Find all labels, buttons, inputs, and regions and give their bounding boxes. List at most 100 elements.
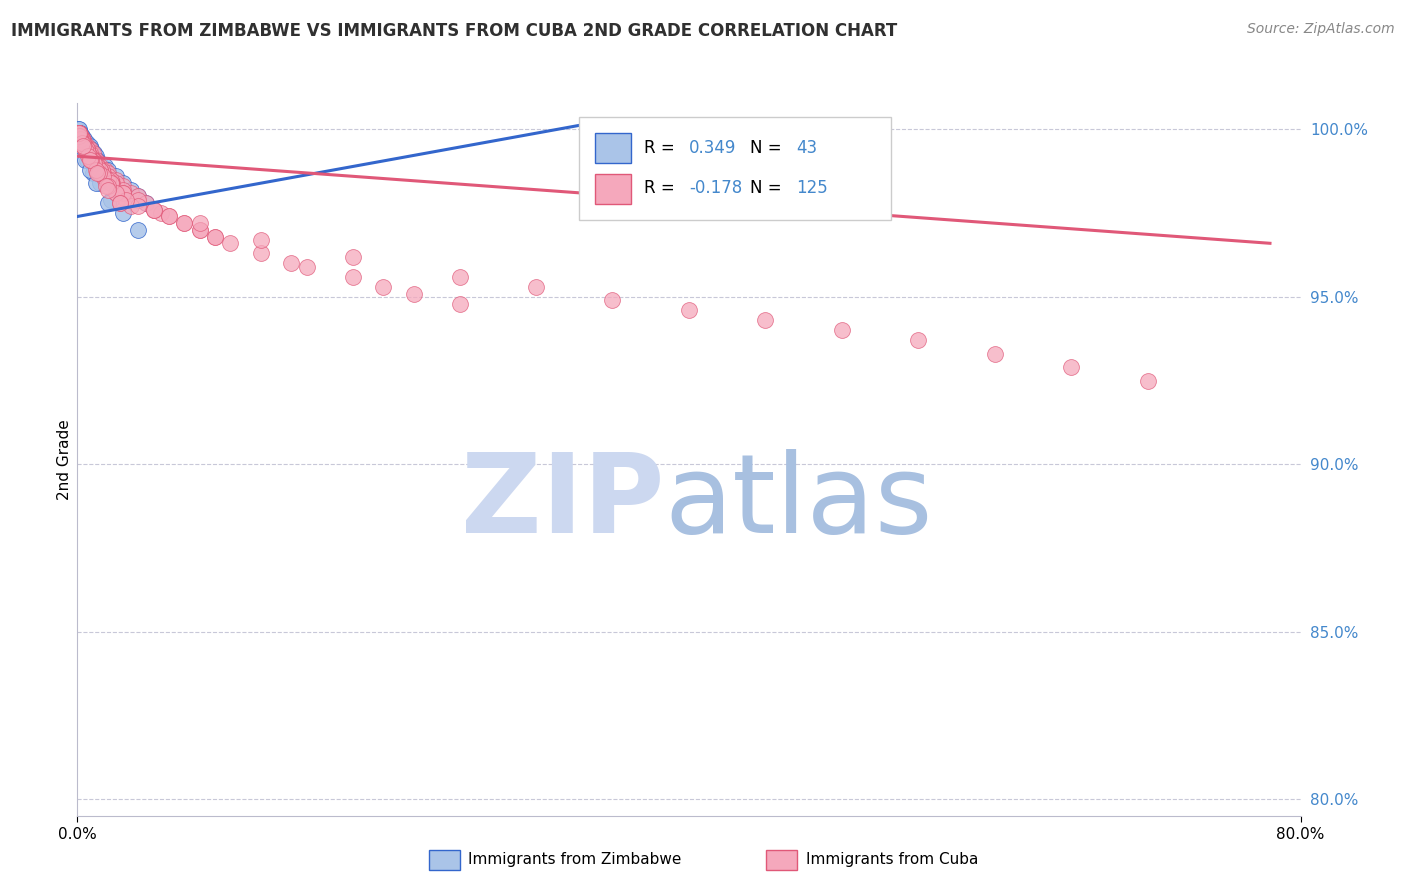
FancyBboxPatch shape bbox=[595, 133, 631, 163]
Point bbox=[219, 236, 242, 251]
Point bbox=[82, 145, 104, 160]
Point bbox=[82, 153, 104, 167]
Point bbox=[69, 129, 91, 144]
Point bbox=[104, 176, 127, 190]
Point bbox=[67, 129, 90, 144]
Point bbox=[84, 162, 107, 177]
Point bbox=[69, 129, 91, 144]
Point bbox=[86, 153, 108, 167]
Point bbox=[80, 145, 103, 160]
Point bbox=[602, 293, 624, 308]
Point bbox=[67, 126, 90, 140]
Text: R =: R = bbox=[644, 138, 679, 156]
Point bbox=[108, 196, 131, 211]
Point bbox=[142, 202, 165, 217]
Point bbox=[73, 136, 96, 150]
Point bbox=[754, 313, 776, 327]
Point bbox=[79, 139, 101, 153]
FancyBboxPatch shape bbox=[595, 174, 631, 204]
Point bbox=[72, 139, 94, 153]
Point bbox=[97, 183, 120, 197]
Point bbox=[73, 136, 96, 150]
Point bbox=[69, 139, 91, 153]
Point bbox=[831, 323, 853, 337]
Point bbox=[72, 139, 94, 153]
Point bbox=[69, 129, 91, 144]
Point bbox=[80, 153, 103, 167]
Point bbox=[84, 153, 107, 167]
Point bbox=[83, 153, 105, 167]
Point bbox=[69, 129, 91, 144]
Point bbox=[69, 132, 91, 146]
Y-axis label: 2nd Grade: 2nd Grade bbox=[56, 419, 72, 500]
Point bbox=[76, 153, 98, 167]
Text: 0.349: 0.349 bbox=[689, 138, 737, 156]
Point bbox=[72, 136, 94, 150]
Point bbox=[70, 132, 93, 146]
Point bbox=[84, 156, 107, 170]
Point bbox=[91, 166, 114, 180]
Text: N =: N = bbox=[751, 138, 787, 156]
FancyBboxPatch shape bbox=[579, 117, 891, 220]
Point bbox=[250, 246, 273, 260]
Point bbox=[1060, 360, 1083, 375]
Point bbox=[79, 153, 101, 167]
Point bbox=[73, 143, 96, 157]
Point bbox=[67, 129, 90, 144]
Point bbox=[101, 176, 124, 190]
Point bbox=[73, 139, 96, 153]
Point bbox=[82, 166, 104, 180]
Point bbox=[188, 216, 211, 230]
Point bbox=[87, 166, 110, 180]
Point bbox=[86, 162, 108, 177]
Point bbox=[76, 145, 98, 160]
Point bbox=[67, 122, 90, 136]
Point bbox=[79, 149, 101, 163]
Point bbox=[76, 136, 98, 150]
Point bbox=[69, 129, 91, 144]
Point bbox=[89, 162, 111, 177]
Point bbox=[371, 280, 394, 294]
Point bbox=[90, 162, 112, 177]
Point bbox=[94, 172, 117, 186]
Point bbox=[83, 145, 105, 160]
Point bbox=[67, 126, 90, 140]
Point bbox=[67, 132, 90, 146]
Point bbox=[104, 186, 127, 200]
Point bbox=[73, 139, 96, 153]
Point bbox=[69, 132, 91, 146]
Point bbox=[280, 256, 302, 270]
Point bbox=[82, 153, 104, 167]
Point bbox=[69, 129, 91, 144]
Point bbox=[89, 176, 111, 190]
Point bbox=[77, 145, 100, 160]
Point bbox=[449, 296, 471, 310]
Point bbox=[120, 186, 142, 200]
Point bbox=[67, 126, 90, 140]
Point bbox=[80, 143, 103, 157]
Point bbox=[97, 179, 120, 194]
Point bbox=[70, 136, 93, 150]
Point bbox=[69, 126, 91, 140]
Point bbox=[342, 269, 364, 284]
Point bbox=[72, 136, 94, 150]
Point bbox=[97, 169, 120, 184]
Point bbox=[112, 186, 135, 200]
Point bbox=[76, 143, 98, 157]
Point bbox=[94, 159, 117, 173]
Text: -0.178: -0.178 bbox=[689, 179, 742, 197]
Point bbox=[77, 149, 100, 163]
Point bbox=[86, 166, 108, 180]
Point bbox=[678, 303, 700, 318]
Point bbox=[112, 206, 135, 220]
Point bbox=[67, 126, 90, 140]
Point bbox=[67, 126, 90, 140]
Point bbox=[984, 347, 1007, 361]
Point bbox=[104, 186, 127, 200]
Point bbox=[69, 136, 91, 150]
Point bbox=[77, 145, 100, 160]
Point bbox=[70, 132, 93, 146]
Point bbox=[96, 179, 118, 194]
Point bbox=[128, 193, 150, 207]
Point bbox=[157, 210, 180, 224]
